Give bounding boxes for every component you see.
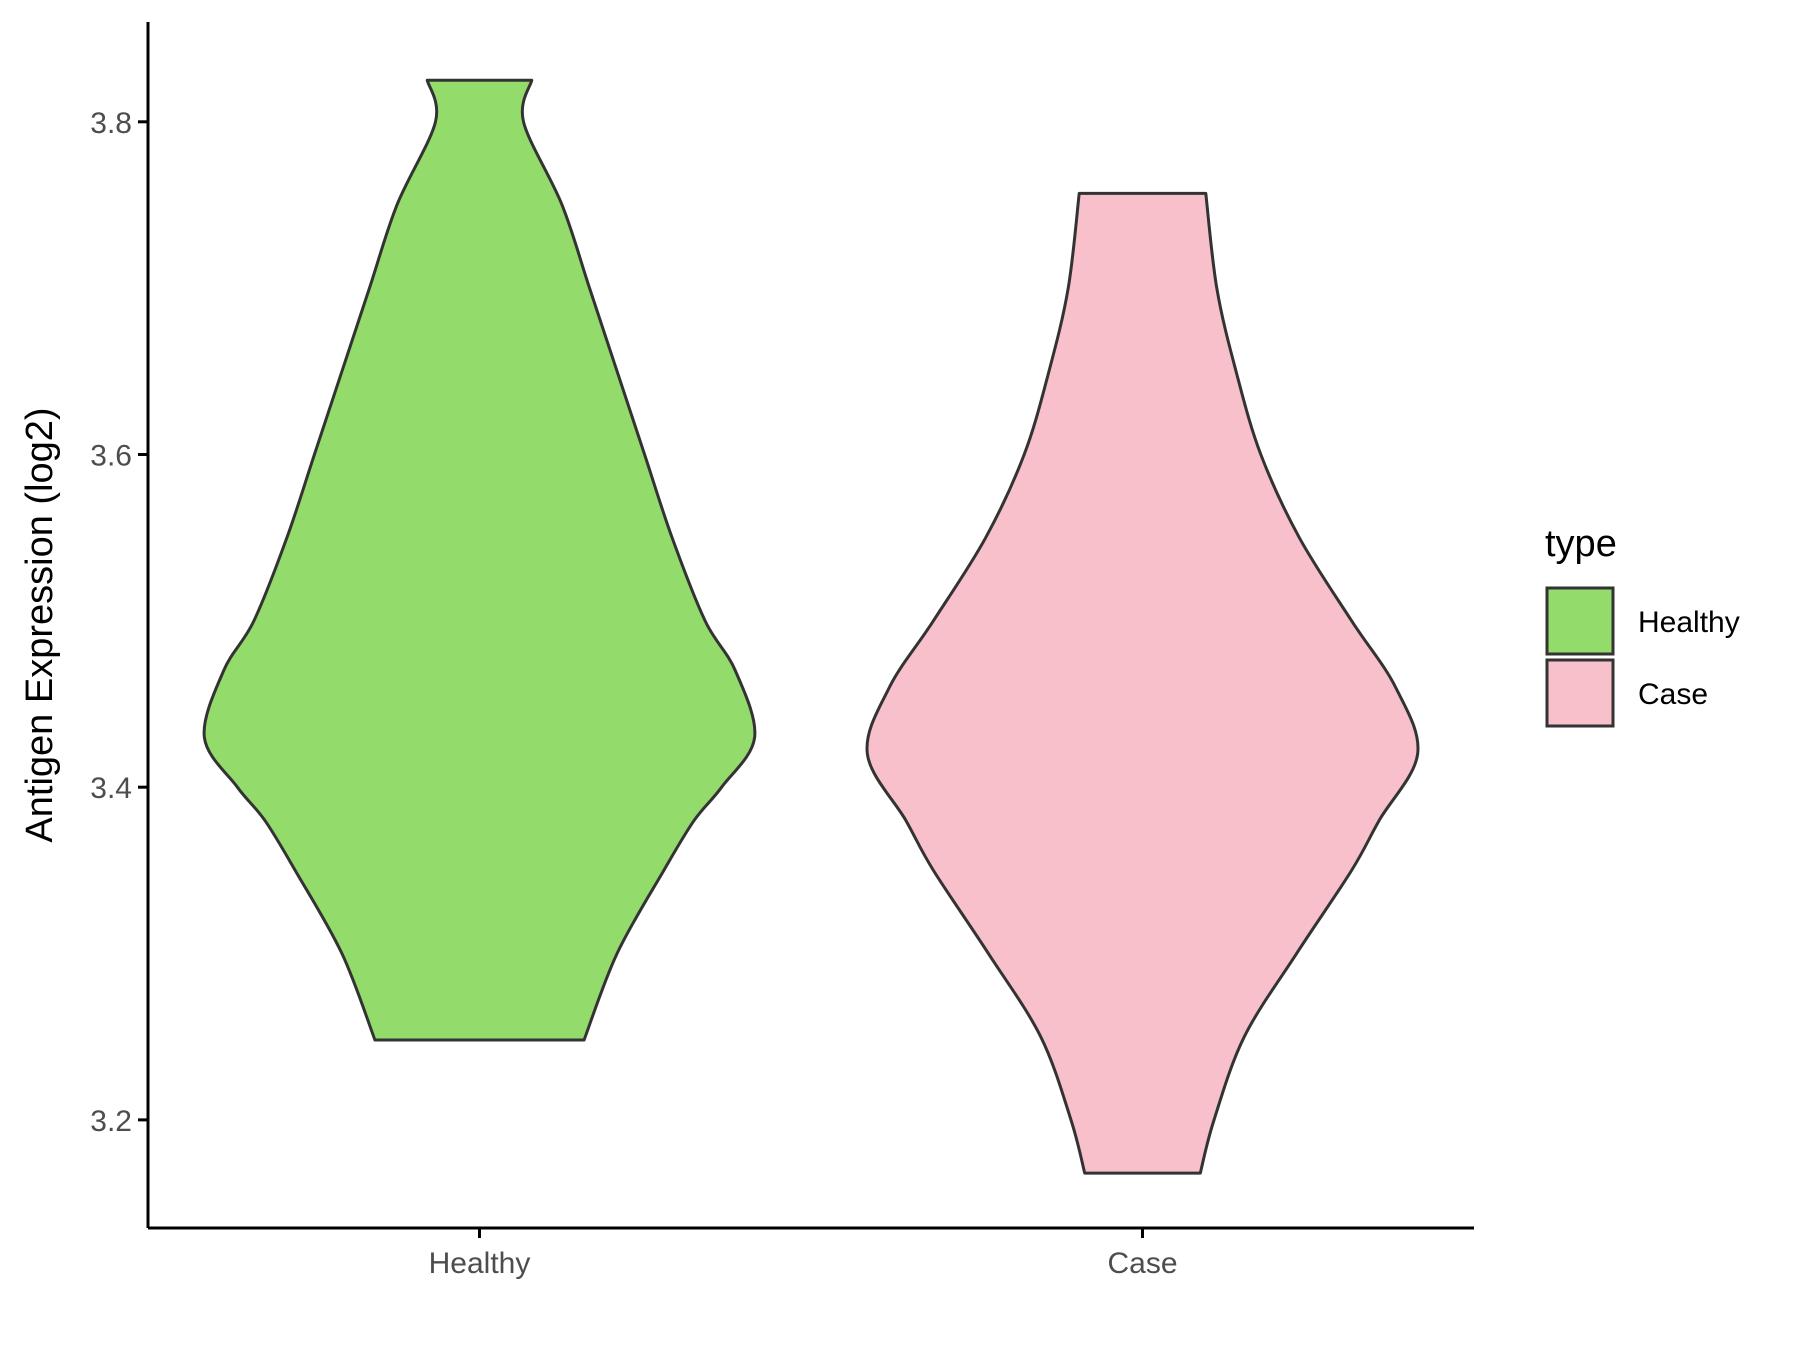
y-tick-label: 3.4 (90, 772, 132, 805)
legend-key-case (1545, 658, 1615, 728)
violin-case (865, 191, 1420, 1175)
y-tick-label: 3.2 (90, 1105, 132, 1138)
legend-title: type (1545, 523, 1617, 565)
violin-healthy (202, 78, 757, 1042)
legend-label-case: Case (1638, 678, 1708, 711)
y-tick-label: 3.8 (90, 107, 132, 140)
x-tick-label: Healthy (429, 1247, 531, 1280)
legend: type Healthy Case (1545, 523, 1740, 728)
axes: 3.2 3.4 3.6 3.8 Healthy Case (90, 22, 1474, 1280)
y-tick-label: 3.6 (90, 439, 132, 472)
legend-label-healthy: Healthy (1638, 606, 1740, 639)
y-axis-title: Antigen Expression (log2) (19, 407, 61, 842)
x-tick-label: Case (1107, 1247, 1177, 1280)
plot-area (202, 78, 1420, 1175)
legend-key-healthy (1545, 586, 1615, 656)
